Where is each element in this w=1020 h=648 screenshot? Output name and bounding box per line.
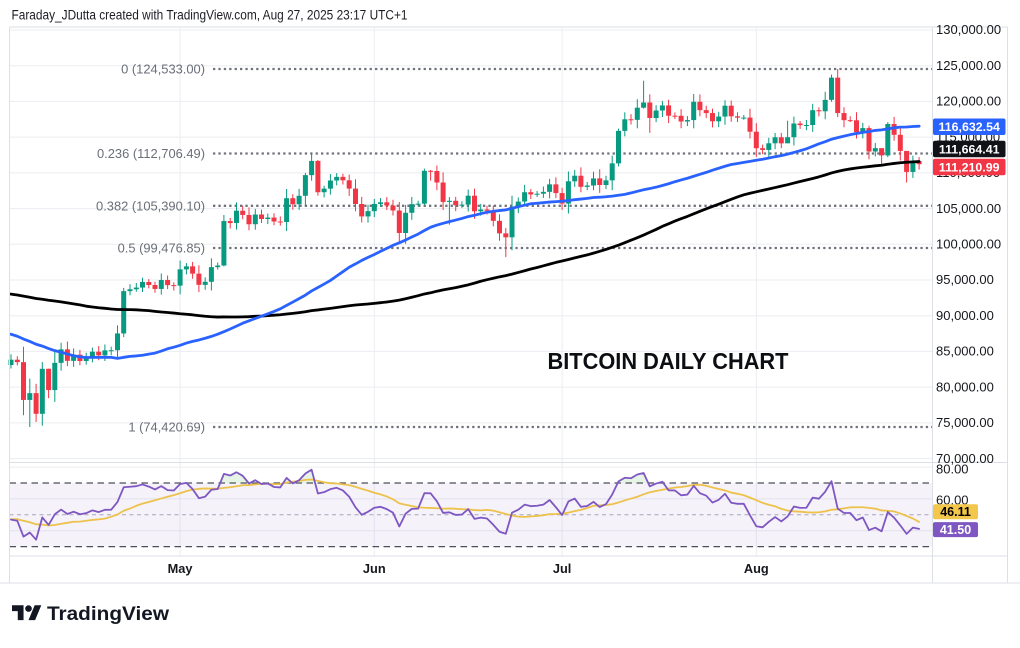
svg-text:46.11: 46.11 bbox=[940, 505, 971, 519]
svg-text:Aug: Aug bbox=[744, 561, 769, 576]
svg-text:130,000.00: 130,000.00 bbox=[936, 22, 1001, 37]
svg-text:85,000.00: 85,000.00 bbox=[936, 344, 994, 359]
svg-text:0.382 (105,390.10): 0.382 (105,390.10) bbox=[96, 198, 205, 213]
svg-text:60.00: 60.00 bbox=[936, 492, 969, 507]
svg-text:90,000.00: 90,000.00 bbox=[936, 308, 994, 323]
svg-text:TradingView: TradingView bbox=[47, 603, 170, 625]
svg-text:95,000.00: 95,000.00 bbox=[936, 272, 994, 287]
svg-text:111,664.41: 111,664.41 bbox=[939, 142, 1000, 156]
svg-text:0.5 (99,476.85): 0.5 (99,476.85) bbox=[118, 241, 205, 256]
svg-text:100,000.00: 100,000.00 bbox=[936, 237, 1001, 252]
svg-text:80.00: 80.00 bbox=[936, 462, 969, 477]
svg-text:May: May bbox=[168, 561, 194, 576]
svg-text:Jul: Jul bbox=[553, 561, 572, 576]
svg-text:41.50: 41.50 bbox=[940, 523, 971, 537]
svg-text:125,000.00: 125,000.00 bbox=[936, 58, 1001, 73]
svg-text:1 (74,420.69): 1 (74,420.69) bbox=[128, 420, 205, 435]
svg-text:0 (124,533.00): 0 (124,533.00) bbox=[121, 62, 205, 77]
svg-text:111,210.99: 111,210.99 bbox=[939, 160, 1000, 174]
svg-text:75,000.00: 75,000.00 bbox=[936, 415, 994, 430]
svg-text:116,632.54: 116,632.54 bbox=[939, 120, 1000, 134]
svg-text:Jun: Jun bbox=[363, 561, 386, 576]
svg-text:0.236 (112,706.49): 0.236 (112,706.49) bbox=[97, 146, 205, 161]
svg-text:105,000.00: 105,000.00 bbox=[936, 201, 1001, 216]
svg-text:80,000.00: 80,000.00 bbox=[936, 379, 994, 394]
svg-text:Faraday_JDutta created with Tr: Faraday_JDutta created with TradingView.… bbox=[12, 8, 408, 24]
svg-text:BITCOIN DAILY CHART: BITCOIN DAILY CHART bbox=[548, 348, 790, 374]
svg-text:70,000.00: 70,000.00 bbox=[936, 451, 994, 466]
svg-text:120,000.00: 120,000.00 bbox=[936, 94, 1001, 109]
